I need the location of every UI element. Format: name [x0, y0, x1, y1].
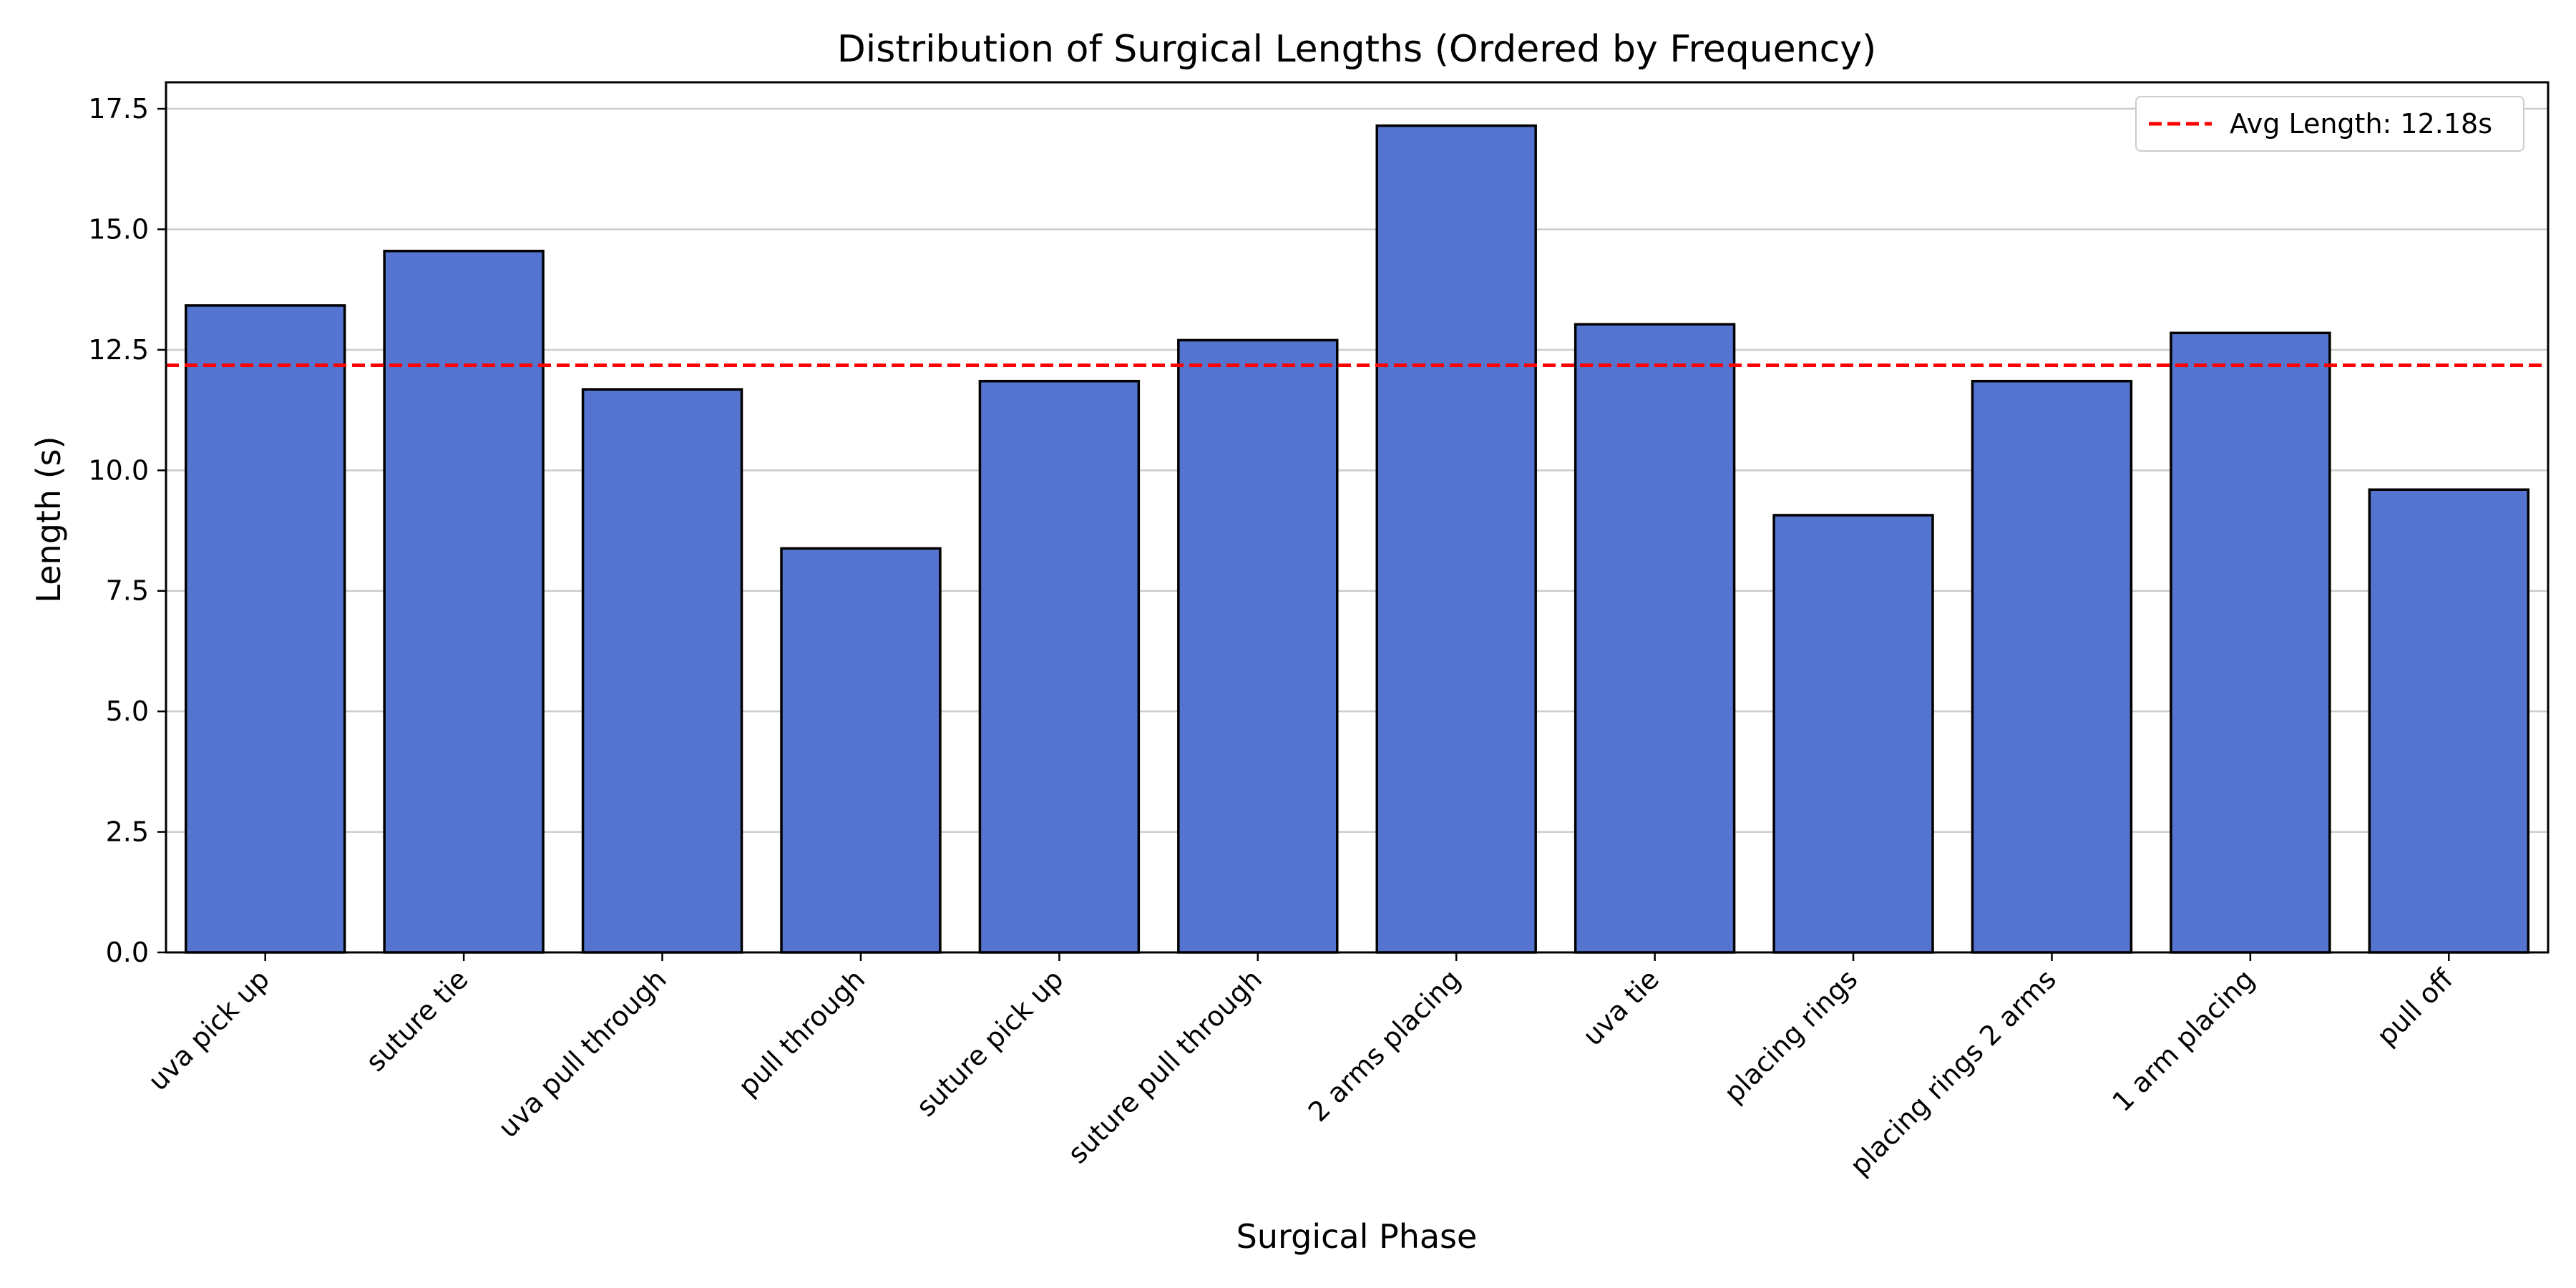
bar: [2368, 488, 2530, 954]
y-tick-label: 2.5: [106, 816, 149, 848]
bar: [1177, 338, 1339, 954]
y-tick-label: 15.0: [88, 213, 149, 245]
bar: [1772, 514, 1934, 954]
bar: [1574, 323, 1736, 954]
legend-average-line-label: Avg Length: 12.18s: [2230, 108, 2492, 140]
y-tick-label: 7.5: [106, 575, 149, 607]
bar: [383, 250, 545, 954]
bar: [2170, 331, 2331, 954]
bar: [184, 304, 346, 954]
y-tick-label: 0.0: [106, 937, 149, 968]
legend-box: [2135, 96, 2524, 152]
y-axis-ticks: 0.0 2.5 5.0 7.5 10.0 12.5 15.0 17.5: [88, 93, 166, 968]
y-tick-label: 10.0: [88, 454, 149, 486]
y-tick-label: 12.5: [88, 334, 149, 366]
bar: [780, 547, 942, 954]
y-tick-label: 17.5: [88, 93, 149, 125]
bar: [581, 388, 743, 954]
chart-title: Distribution of Surgical Lengths (Ordere…: [837, 28, 1877, 71]
legend: Avg Length: 12.18s: [2135, 96, 2524, 152]
bar: [1971, 379, 2133, 954]
bar: [978, 379, 1141, 954]
bars: [184, 124, 2530, 954]
plot-frame: [165, 81, 2550, 954]
y-tick-label: 5.0: [106, 696, 149, 727]
bar: [1375, 124, 1537, 954]
y-axis-label: Length (s): [29, 436, 68, 602]
x-axis-label: Surgical Phase: [1236, 1217, 1478, 1256]
